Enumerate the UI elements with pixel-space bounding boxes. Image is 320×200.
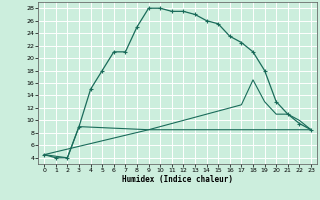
X-axis label: Humidex (Indice chaleur): Humidex (Indice chaleur) [122, 175, 233, 184]
